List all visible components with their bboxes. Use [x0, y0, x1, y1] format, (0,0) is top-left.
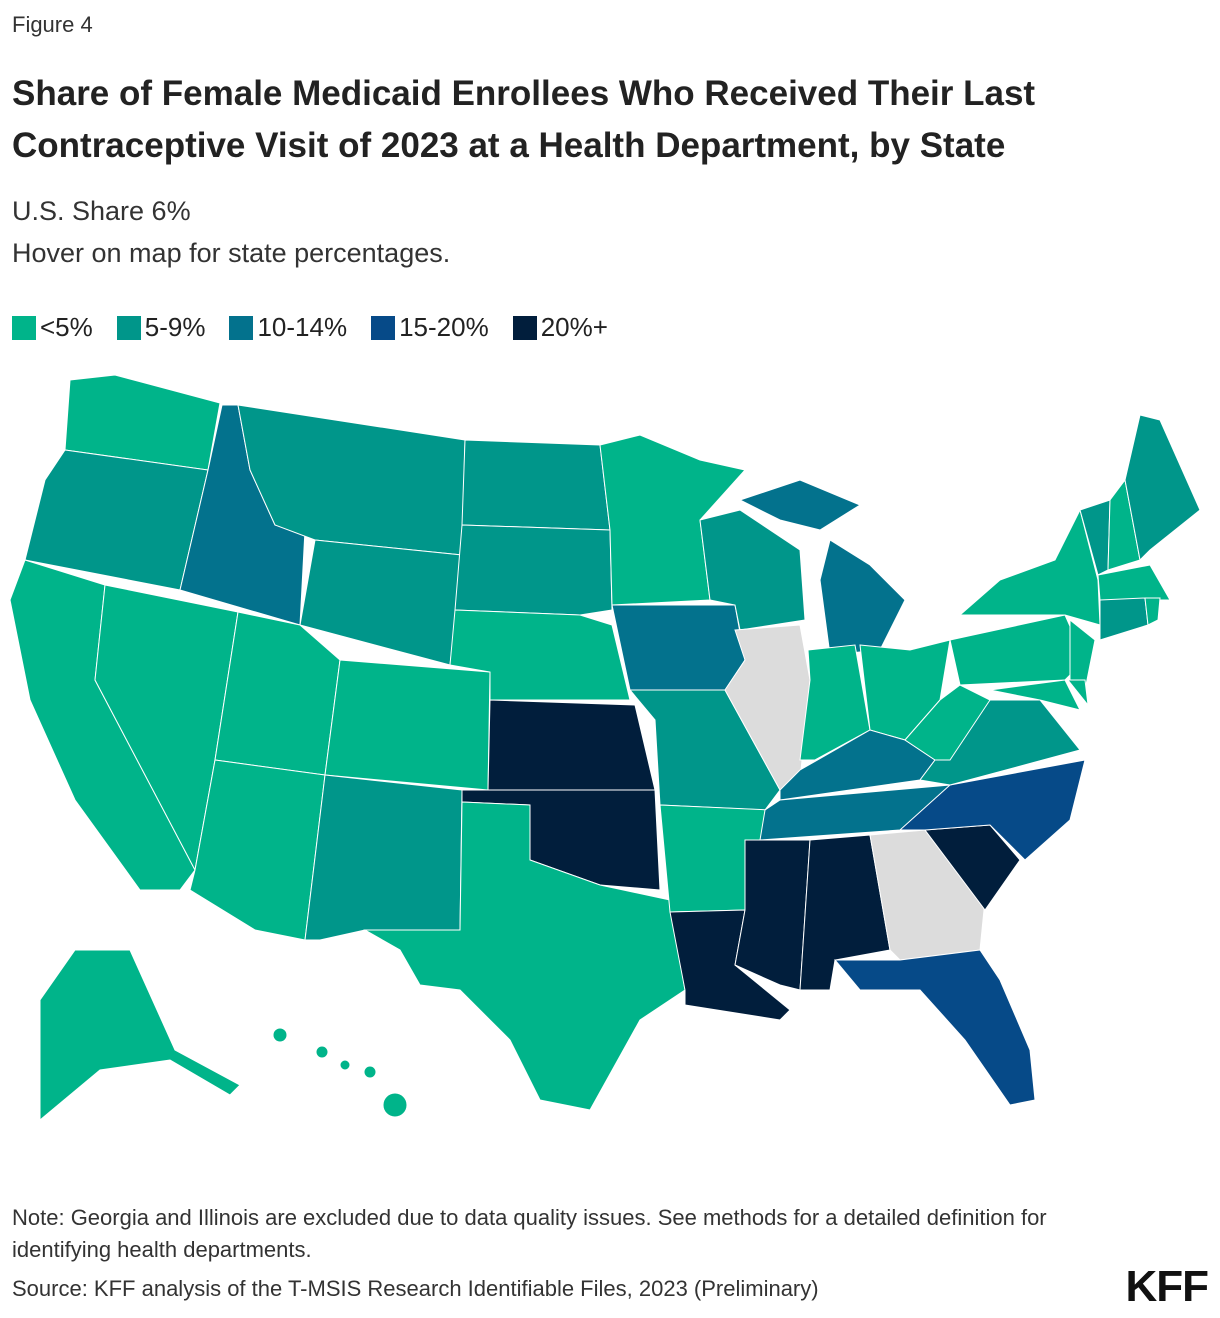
state[interactable] — [382, 1092, 408, 1118]
state[interactable] — [315, 1045, 329, 1059]
legend-item: 5-9% — [116, 312, 206, 343]
state[interactable] — [819, 539, 906, 656]
legend-swatch — [12, 315, 36, 340]
source: Source: KFF analysis of the T-MSIS Resea… — [12, 1276, 819, 1301]
state[interactable] — [1099, 597, 1149, 641]
state[interactable] — [898, 759, 1086, 861]
state[interactable] — [454, 524, 613, 616]
state[interactable] — [189, 759, 326, 941]
subtitle: U.S. Share 6% — [12, 196, 191, 226]
figure-label: Figure 4 — [12, 12, 93, 37]
legend: <5% 5-9% 10-14% 15-20% 20%+ — [12, 312, 608, 343]
legend-item: 10-14% — [229, 312, 347, 343]
state[interactable] — [1097, 564, 1171, 601]
state[interactable] — [363, 1065, 377, 1079]
state[interactable] — [304, 774, 463, 941]
state[interactable] — [214, 611, 341, 776]
state[interactable] — [734, 839, 811, 991]
state[interactable] — [699, 509, 806, 631]
legend-label: 20%+ — [540, 312, 608, 342]
state[interactable] — [363, 801, 686, 1111]
legend-swatch — [512, 315, 537, 340]
state[interactable] — [958, 508, 1101, 626]
legend-label: 15-20% — [399, 312, 489, 342]
map — [9, 374, 1201, 1122]
state[interactable] — [39, 949, 241, 1122]
state[interactable] — [738, 479, 862, 531]
legend-item: <5% — [12, 312, 93, 343]
state[interactable] — [904, 684, 991, 761]
state[interactable] — [833, 949, 1036, 1106]
legend-label: <5% — [40, 312, 93, 342]
state[interactable] — [949, 614, 1086, 686]
state[interactable] — [449, 609, 631, 701]
chart-title: Share of Female Medicaid Enrollees Who R… — [12, 74, 1036, 165]
state[interactable] — [611, 604, 746, 691]
state[interactable] — [64, 374, 221, 471]
note: Note: Georgia and Illinois are excluded … — [12, 1205, 1047, 1262]
legend-label: 5-9% — [144, 312, 206, 342]
legend-swatch — [371, 315, 396, 340]
state[interactable] — [339, 1059, 351, 1071]
logo: KFF — [1125, 1262, 1209, 1311]
state[interactable] — [272, 1027, 288, 1043]
state[interactable] — [461, 439, 611, 531]
subtitle: Hover on map for state percentages. — [12, 238, 451, 268]
legend-item: 20%+ — [512, 312, 608, 343]
state[interactable] — [799, 644, 871, 761]
state[interactable] — [1066, 679, 1089, 707]
legend-label: 10-14% — [257, 312, 348, 342]
state[interactable] — [1124, 414, 1201, 562]
state[interactable] — [24, 449, 209, 591]
legend-item: 15-20% — [371, 312, 489, 343]
legend-swatch — [229, 315, 254, 340]
state[interactable] — [1144, 597, 1161, 626]
state[interactable] — [989, 679, 1081, 711]
legend-swatch — [116, 315, 141, 340]
state[interactable] — [324, 659, 491, 791]
state[interactable] — [487, 699, 656, 791]
